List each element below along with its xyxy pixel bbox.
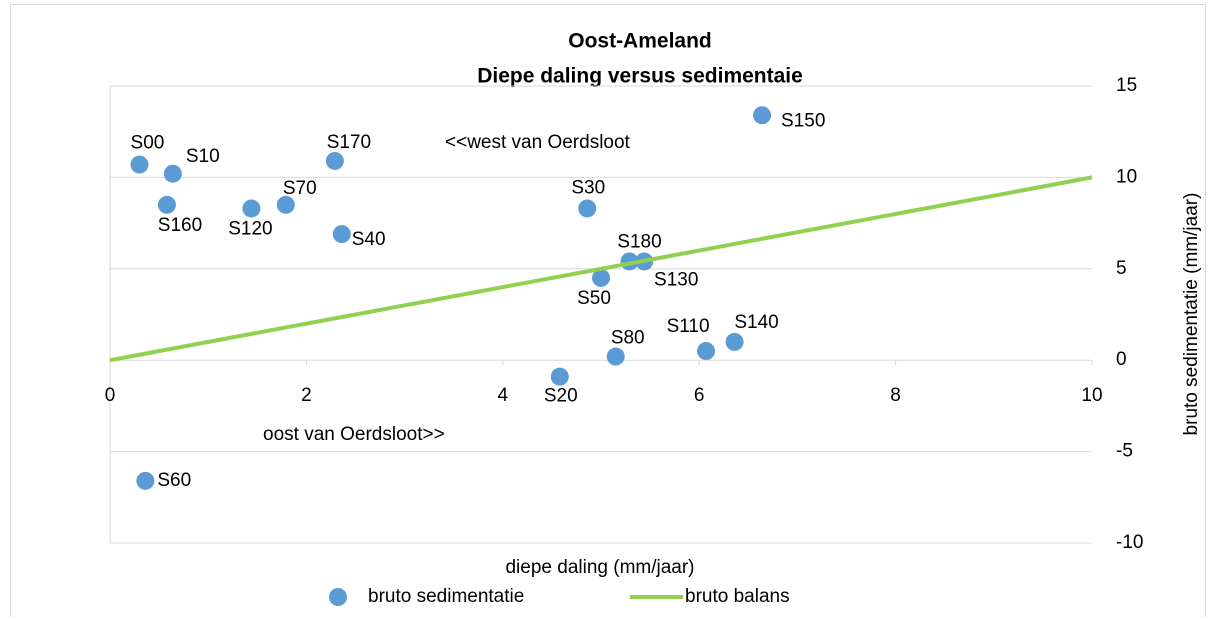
point <box>753 106 772 125</box>
point <box>325 151 344 170</box>
x-tick-label: 2 <box>301 385 312 406</box>
x-tick-label: 0 <box>105 385 116 406</box>
point <box>697 342 716 361</box>
x-tick-label: 8 <box>890 385 901 406</box>
y-tick-label: 10 <box>1116 166 1137 187</box>
point-label: S20 <box>544 386 578 407</box>
point-label: S60 <box>157 470 191 491</box>
point-label: S140 <box>734 312 778 333</box>
point-label: S110 <box>667 316 710 337</box>
point <box>130 155 149 174</box>
point <box>578 199 597 218</box>
point-label: S180 <box>617 232 661 253</box>
y-tick-label: -10 <box>1116 532 1143 553</box>
point-label: S70 <box>283 178 317 199</box>
legend-label: bruto sedimentatie <box>368 586 524 607</box>
x-tick-label: 6 <box>694 385 705 406</box>
point <box>592 268 610 287</box>
y-tick-label: 15 <box>1116 75 1137 96</box>
y-axis-title: bruto sedimentatie (mm/jaar) <box>1181 193 1202 436</box>
chart-title: Oost-Ameland <box>568 30 712 53</box>
annotation: oost van Oerdsloot>> <box>263 424 445 445</box>
legend-marker <box>329 588 347 606</box>
point <box>157 195 176 214</box>
point-label: S40 <box>352 229 386 250</box>
chart-subtitle: Diepe daling versus sedimentaie <box>477 65 803 88</box>
y-tick-label: 5 <box>1116 258 1127 279</box>
point-label: S150 <box>781 110 825 131</box>
point-label: S120 <box>228 218 272 239</box>
point <box>725 332 744 351</box>
point-label: S30 <box>571 177 605 198</box>
point <box>550 367 569 386</box>
legend-label: bruto balans <box>685 586 790 607</box>
point-label: S170 <box>327 132 371 153</box>
y-tick-label: -5 <box>1116 441 1133 462</box>
annotation: <<west van Oerdsloot <box>445 132 631 153</box>
point-label: S80 <box>611 328 645 349</box>
point-label: S130 <box>654 270 698 291</box>
x-tick-label: 10 <box>1081 385 1102 406</box>
point <box>242 199 261 218</box>
point <box>276 195 295 214</box>
x-axis-title: diepe daling (mm/jaar) <box>505 557 694 578</box>
point <box>163 164 182 183</box>
x-tick-label: 4 <box>498 385 509 406</box>
point-label: S50 <box>577 288 611 309</box>
y-tick-label: 0 <box>1116 349 1127 370</box>
point <box>606 347 625 366</box>
point-label: S10 <box>186 146 220 167</box>
point <box>136 471 155 490</box>
point <box>332 225 351 244</box>
trend-line <box>109 175 1093 363</box>
point-label: S00 <box>131 133 165 154</box>
chart-border <box>10 4 1206 622</box>
point-label: S160 <box>158 215 202 236</box>
